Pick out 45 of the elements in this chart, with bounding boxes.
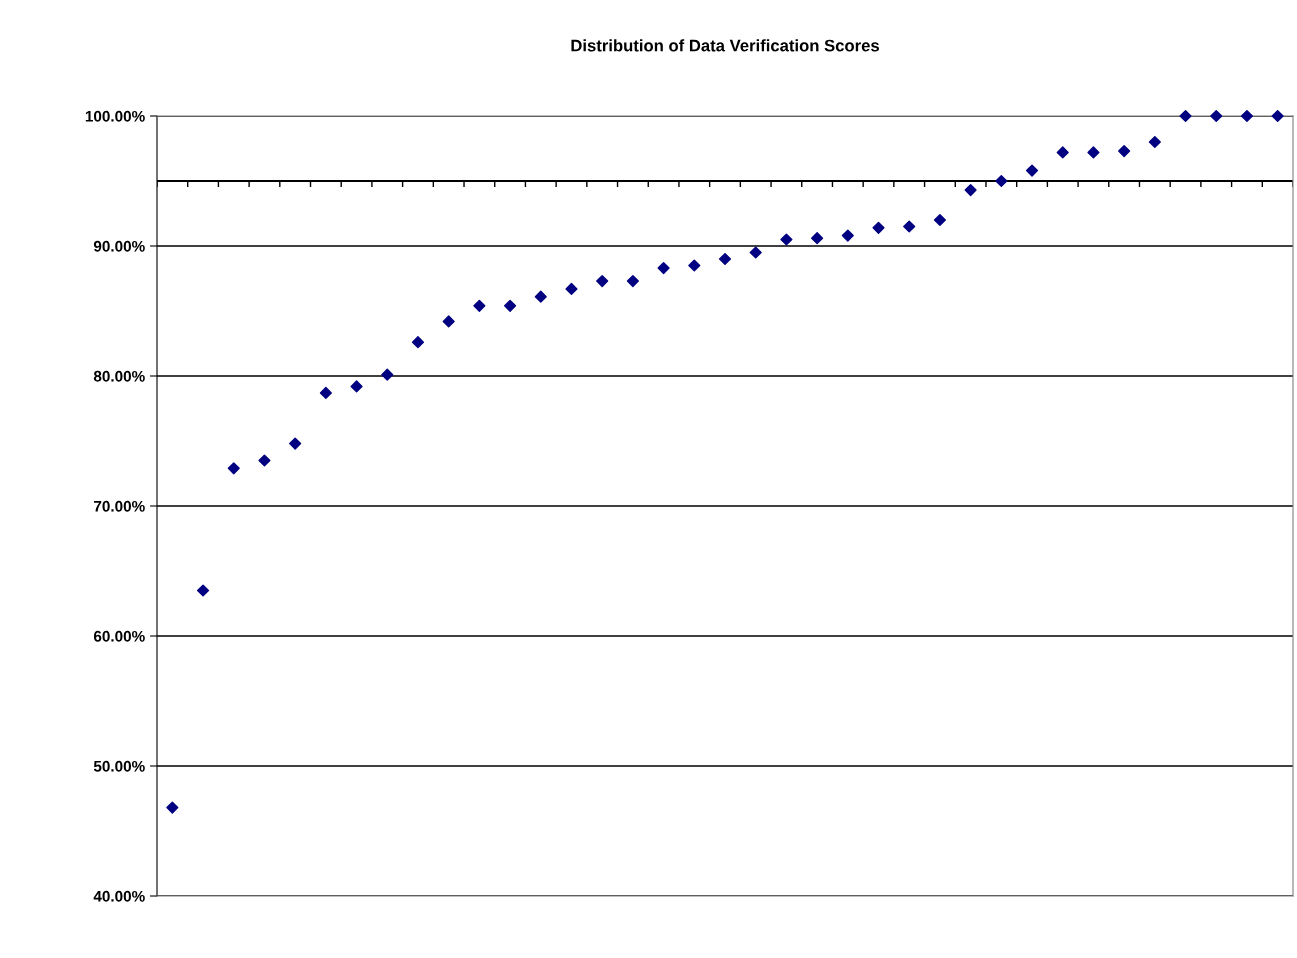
y-tick-label: 100.00% — [85, 110, 145, 122]
point — [534, 290, 547, 303]
point — [473, 299, 486, 312]
point — [688, 259, 701, 272]
point — [1148, 135, 1161, 149]
point — [657, 262, 670, 275]
point — [381, 368, 394, 381]
point — [995, 174, 1008, 188]
point — [780, 233, 793, 246]
point — [626, 275, 639, 288]
y-tick-label: 40.00% — [93, 890, 145, 902]
point — [1118, 145, 1131, 158]
y-tick-label: 70.00% — [94, 500, 145, 512]
y-tick-label: 50.00% — [93, 760, 145, 772]
point — [166, 801, 179, 814]
point — [1271, 109, 1284, 123]
point — [841, 229, 854, 242]
point — [596, 275, 609, 288]
point — [903, 220, 916, 233]
point — [811, 232, 824, 245]
point — [350, 380, 363, 393]
y-tick-label: 80.00% — [93, 370, 145, 382]
point — [411, 336, 425, 349]
point — [1210, 109, 1223, 123]
point — [442, 315, 455, 328]
chart-title: Distribution of Data Verification Scores — [571, 39, 879, 52]
point — [872, 221, 885, 234]
point — [964, 184, 977, 197]
point — [1025, 164, 1039, 177]
point — [227, 462, 240, 475]
y-tick-label: 90.00% — [93, 240, 145, 252]
point — [258, 454, 271, 467]
point — [196, 584, 210, 597]
point — [504, 299, 517, 312]
point — [1087, 146, 1100, 159]
point — [933, 213, 946, 227]
point — [565, 282, 578, 295]
point — [1179, 109, 1192, 123]
point — [1056, 146, 1069, 159]
y-tick-label: 60.00% — [93, 630, 145, 642]
point — [319, 386, 332, 399]
point — [289, 437, 302, 450]
point — [749, 246, 762, 259]
point — [1240, 109, 1254, 123]
point — [718, 252, 732, 266]
